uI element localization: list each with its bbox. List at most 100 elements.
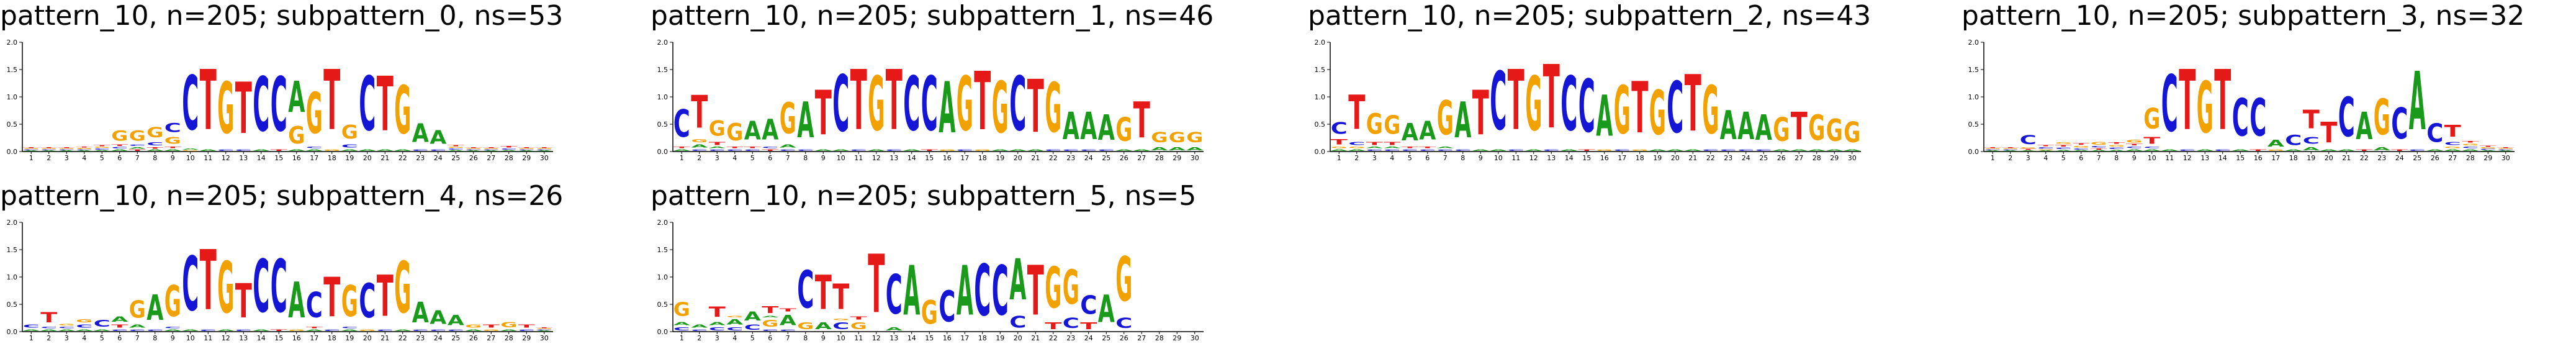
x-tick-label: 28 — [505, 334, 513, 340]
logo-letter-C: C — [832, 320, 849, 331]
logo-letter-G: G — [2073, 145, 2089, 148]
x-tick-label: 8 — [803, 334, 808, 340]
logo-letter-G: G — [2091, 141, 2107, 145]
logo-glyph: A — [2480, 150, 2497, 152]
logo-glyph: G — [1366, 108, 1383, 141]
logo-letter-G: G — [850, 320, 867, 331]
logo-glyph: G — [726, 315, 743, 318]
logo-glyph: A — [412, 119, 429, 148]
logo-letter-G: G — [2020, 147, 2037, 149]
logo-letter-G: G — [129, 296, 146, 324]
logo-letter-C: C — [2249, 89, 2266, 148]
x-tick-label: 20 — [1014, 334, 1022, 340]
logo-glyph: A — [780, 312, 797, 329]
x-tick-label: 2 — [47, 334, 51, 340]
x-tick-label: 9 — [2132, 154, 2137, 160]
logo-glyph: T — [2073, 143, 2089, 145]
logo-letter-C: C — [271, 62, 287, 149]
logo-letter-C: C — [992, 253, 1009, 332]
logo-glyph: C — [306, 285, 323, 325]
logo-glyph: G — [2037, 149, 2054, 150]
logo-glyph: A — [394, 329, 412, 332]
logo-glyph: C — [111, 329, 128, 332]
logo-letter-A: A — [465, 150, 482, 152]
logo-letter-C: C — [58, 326, 75, 329]
logo-glyph: A — [1454, 91, 1471, 149]
logo-glyph: T — [2143, 135, 2160, 146]
logo-glyph: A — [253, 149, 270, 151]
logo-glyph: G — [726, 119, 743, 147]
logo-letter-C: C — [341, 143, 358, 149]
x-tick-label: 6 — [768, 154, 772, 160]
logo-letter-T: T — [1402, 146, 1418, 148]
logo-glyph: C — [2002, 149, 2019, 150]
logo-letter-C: C — [518, 329, 535, 332]
logo-glyph: A — [2409, 56, 2426, 148]
logo-glyph: C — [40, 149, 57, 150]
logo-glyph: C — [1543, 149, 1560, 152]
logo-letter-A: A — [2462, 149, 2479, 152]
logo-letter-C: C — [691, 329, 708, 332]
logo-glyph: A — [1402, 119, 1418, 147]
logo-glyph: A — [2356, 105, 2372, 148]
logo-glyph: T — [1080, 320, 1097, 331]
logo-glyph: A — [2002, 150, 2019, 152]
logo-letter-A: A — [394, 329, 412, 332]
x-tick-label: 29 — [522, 154, 531, 160]
logo-letter-T: T — [306, 326, 323, 329]
logo-letter-G: G — [58, 324, 75, 326]
x-tick-label: 27 — [1137, 154, 1146, 160]
logo-glyph: C — [797, 149, 814, 152]
logo-letter-A: A — [744, 310, 762, 324]
y-tick-label: 2.0 — [657, 219, 669, 227]
logo-letter-C: C — [164, 326, 181, 329]
logo-glyph: A — [1437, 146, 1454, 148]
x-tick-label: 1 — [1337, 154, 1341, 160]
logo-letter-G: G — [974, 149, 991, 152]
logo-glyph: A — [40, 150, 58, 152]
logo-glyph: A — [2020, 150, 2037, 152]
logo-letter-C: C — [921, 61, 938, 148]
logo-glyph: G — [394, 247, 411, 329]
logo-letter-C: C — [377, 329, 394, 332]
logo-letter-T: T — [709, 304, 726, 320]
logo-letter-T: T — [2249, 149, 2266, 152]
logo-glyph: A — [2497, 150, 2515, 152]
x-tick-label: 5 — [1408, 154, 1412, 160]
x-tick-label: 9 — [1479, 154, 1483, 160]
logo-glyph: G — [288, 329, 305, 332]
logo-letter-C: C — [430, 329, 446, 332]
logo-letter-T: T — [709, 140, 726, 146]
logo-letter-C: C — [2126, 146, 2143, 148]
logo-letter-C: C — [2179, 149, 2195, 152]
logo-letter-C: C — [40, 149, 57, 150]
logo-letter-C: C — [359, 61, 376, 148]
logo-glyph: A — [1649, 149, 1667, 152]
y-tick-label: 0.0 — [657, 148, 669, 156]
logo-glyph: A — [1331, 149, 1348, 152]
logo-letter-T: T — [1419, 146, 1436, 148]
logo-letter-G: G — [1596, 149, 1613, 152]
logo-letter-G: G — [164, 135, 181, 146]
logo-letter-C: C — [2020, 134, 2037, 147]
logo-letter-G: G — [465, 148, 482, 150]
logo-letter-C: C — [76, 324, 92, 329]
logo-letter-C: C — [2391, 99, 2408, 149]
x-tick-label: 22 — [2360, 154, 2369, 160]
logo-letter-T: T — [323, 53, 340, 150]
chart-title: pattern_10, n=205; subpattern_1, ns=46 — [651, 0, 1214, 32]
x-tick-label: 20 — [363, 334, 372, 340]
x-tick-label: 22 — [399, 154, 407, 160]
logo-glyph: G — [1808, 108, 1825, 148]
logo-letter-A: A — [111, 149, 128, 152]
x-tick-label: 17 — [960, 154, 969, 160]
x-tick-label: 23 — [1724, 154, 1732, 160]
x-tick-label: 25 — [1759, 154, 1768, 160]
logo-letter-C: C — [2143, 146, 2160, 148]
logo-glyph: T — [974, 56, 991, 148]
logo-glyph: A — [94, 329, 111, 332]
logo-letter-T: T — [2391, 149, 2408, 152]
logo-letter-C: C — [1437, 149, 1454, 152]
logo-letter-C: C — [2480, 149, 2497, 151]
logo-glyph: T — [536, 327, 553, 329]
